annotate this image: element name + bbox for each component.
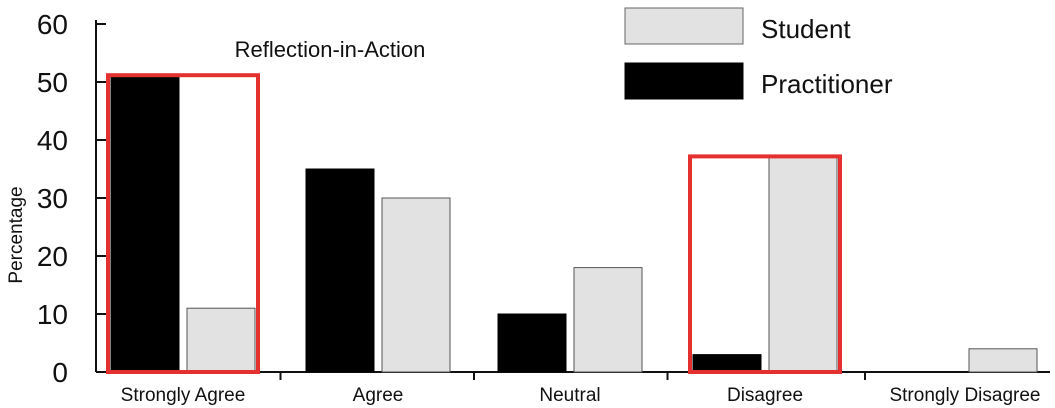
y-tick-label: 60 bbox=[37, 9, 68, 40]
legend-swatch-student bbox=[624, 7, 744, 45]
bars bbox=[110, 75, 1038, 373]
bar-practitioner-agree bbox=[305, 168, 375, 373]
y-tick-label: 0 bbox=[52, 357, 68, 388]
bar-practitioner-disagree bbox=[692, 354, 762, 373]
highlight-boxes bbox=[106, 73, 842, 374]
y-tick-label: 10 bbox=[37, 299, 68, 330]
bar-practitioner-strongly-agree bbox=[110, 75, 180, 373]
bar-student-strongly-agree bbox=[186, 307, 256, 373]
labels: Reflection-in-Action Percentage Strongly… bbox=[6, 37, 1041, 406]
y-tick-label: 50 bbox=[37, 67, 68, 98]
bar-student-disagree bbox=[768, 156, 838, 373]
x-category-label: Strongly Agree bbox=[121, 385, 246, 406]
chart-title: Reflection-in-Action bbox=[235, 37, 426, 62]
bar-student-neutral bbox=[573, 267, 643, 373]
y-tick-label: 40 bbox=[37, 125, 68, 156]
legend-label-student: Student bbox=[761, 14, 851, 44]
x-category-label: Neutral bbox=[539, 385, 600, 406]
x-category-label: Strongly Disagree bbox=[889, 385, 1040, 406]
highlight-box-strongly-agree bbox=[106, 73, 260, 374]
x-category-label: Disagree bbox=[727, 385, 803, 406]
legend-label-practitioner: Practitioner bbox=[761, 69, 893, 99]
x-category-label: Agree bbox=[353, 385, 404, 406]
bar-student-strongly-disagree bbox=[968, 348, 1038, 373]
legend-swatch-practitioner bbox=[624, 62, 744, 100]
bar-practitioner-neutral bbox=[497, 313, 567, 373]
y-tick-label: 20 bbox=[37, 241, 68, 272]
bar-student-agree bbox=[381, 197, 451, 373]
legend: Student Practitioner bbox=[624, 7, 893, 100]
y-tick-label: 30 bbox=[37, 183, 68, 214]
y-axis-label: Percentage bbox=[6, 186, 27, 283]
highlight-box-disagree bbox=[688, 154, 842, 374]
